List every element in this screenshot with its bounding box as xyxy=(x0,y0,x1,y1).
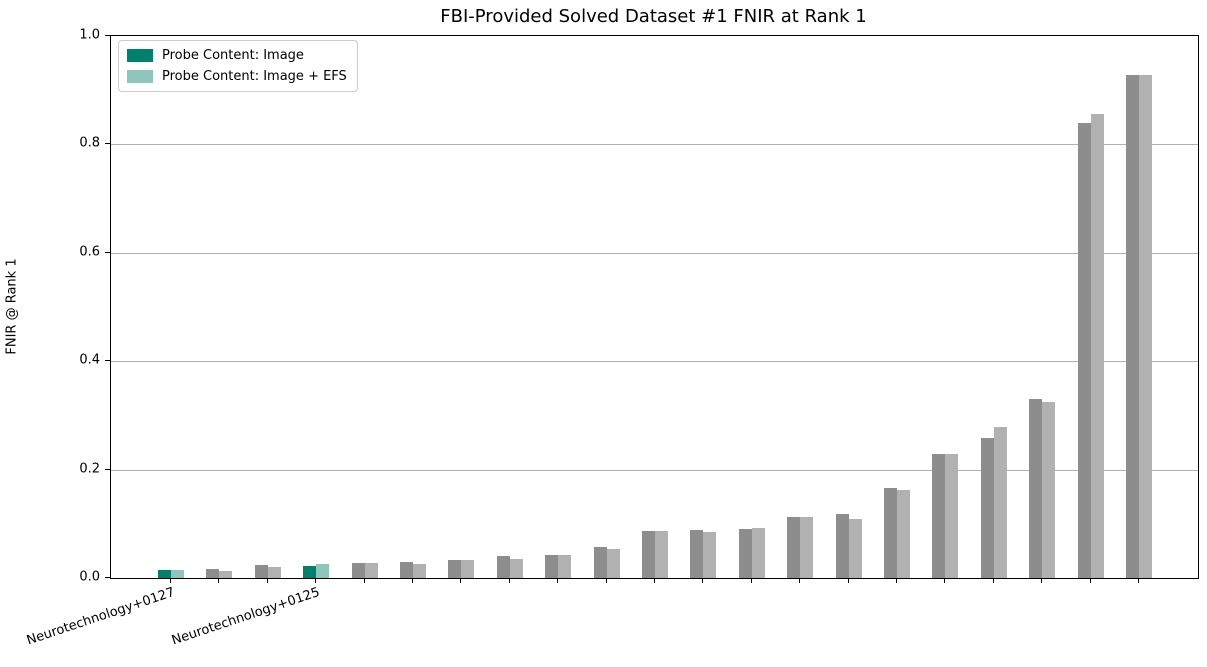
y-tick-label: 0.6 xyxy=(79,244,100,260)
bar-probe-image xyxy=(158,569,171,578)
bar-probe-image xyxy=(932,453,946,578)
y-tick-label: 0.2 xyxy=(79,461,100,477)
x-tick-mark xyxy=(315,578,317,583)
x-tick-mark xyxy=(944,578,946,583)
x-tick-mark xyxy=(557,578,559,583)
bar-probe-image-efs xyxy=(461,560,475,578)
bar-probe-image xyxy=(593,546,607,578)
bar-probe-image-efs xyxy=(413,563,426,578)
x-tick-mark xyxy=(896,578,897,583)
x-tick-mark xyxy=(266,578,268,583)
bar-probe-image-efs xyxy=(655,531,668,578)
bar-probe-image xyxy=(980,437,994,578)
bar-probe-image xyxy=(1126,75,1139,578)
x-tick-mark xyxy=(412,578,413,583)
bar-probe-image xyxy=(351,562,365,578)
gridline xyxy=(111,361,1198,363)
x-tick-mark xyxy=(508,578,510,583)
x-tick-mark xyxy=(654,578,655,583)
y-tick-mark xyxy=(105,577,110,578)
bar-probe-image xyxy=(400,562,413,578)
bar-probe-image xyxy=(545,555,559,578)
bar-probe-image-efs xyxy=(751,527,765,578)
gridline xyxy=(111,469,1198,471)
bar-probe-image-efs xyxy=(509,559,523,578)
bar-probe-image-efs xyxy=(703,531,717,578)
x-tick-mark xyxy=(1089,578,1091,583)
bar-probe-image xyxy=(1029,399,1043,578)
legend-item-probe-image-efs: Probe Content: Image + EFS xyxy=(127,69,347,84)
x-tick-mark xyxy=(702,578,704,583)
y-tick-mark xyxy=(105,143,110,145)
bar-probe-image-efs xyxy=(364,562,378,578)
x-tick-mark xyxy=(750,578,752,583)
bar-probe-image-efs xyxy=(993,426,1007,578)
bar-probe-image-efs xyxy=(267,566,281,578)
bar-probe-image xyxy=(1077,123,1091,578)
legend-swatch-probe-image xyxy=(127,49,153,62)
y-tick-label: 0.4 xyxy=(79,352,100,368)
bar-probe-image xyxy=(448,559,462,578)
gridline xyxy=(111,144,1198,146)
chart-title: FBI-Provided Solved Dataset #1 FNIR at R… xyxy=(440,6,867,27)
x-tick-mark xyxy=(460,578,462,583)
bar-probe-image-efs xyxy=(1090,114,1104,578)
bar-probe-image-efs xyxy=(558,555,572,578)
y-tick-label: 0.0 xyxy=(79,569,100,585)
legend-label-probe-image-efs: Probe Content: Image + EFS xyxy=(162,69,347,84)
y-axis-label: FNIR @ Rank 1 xyxy=(4,258,20,355)
bar-probe-image xyxy=(303,565,317,578)
plot-area xyxy=(110,35,1199,579)
bar-probe-image xyxy=(642,530,655,578)
y-tick-mark xyxy=(105,35,110,36)
gridline xyxy=(111,252,1198,254)
x-tick-mark xyxy=(992,578,994,583)
bar-probe-image xyxy=(787,516,801,578)
x-tick-mark xyxy=(1041,578,1043,583)
x-tick-mark xyxy=(218,578,220,583)
bar-probe-image xyxy=(254,565,268,578)
bar-probe-image xyxy=(884,487,897,578)
bar-probe-image-efs xyxy=(316,563,330,578)
y-tick-mark xyxy=(105,251,110,253)
x-tick-mark xyxy=(1138,578,1139,583)
bar-probe-image-efs xyxy=(1042,401,1056,578)
bar-probe-image-efs xyxy=(945,453,959,578)
bar-probe-image-efs xyxy=(171,569,184,578)
bar-probe-image xyxy=(496,556,510,578)
bar-probe-image-efs xyxy=(800,516,814,578)
legend: Probe Content: Image Probe Content: Imag… xyxy=(118,40,358,92)
legend-item-probe-image: Probe Content: Image xyxy=(127,48,347,63)
x-tick-mark xyxy=(799,578,801,583)
bar-probe-image xyxy=(690,529,704,578)
y-tick-mark xyxy=(105,468,110,470)
y-tick-mark xyxy=(105,360,110,362)
bar-probe-image xyxy=(206,569,220,578)
x-tick-mark xyxy=(847,578,849,583)
y-tick-label: 1.0 xyxy=(79,27,100,43)
bar-probe-image xyxy=(738,529,752,578)
legend-label-probe-image: Probe Content: Image xyxy=(162,48,304,63)
x-tick-mark xyxy=(170,578,171,583)
bar-probe-image-efs xyxy=(1139,75,1152,578)
legend-swatch-probe-image-efs xyxy=(127,70,153,83)
bar-probe-image-efs xyxy=(897,490,910,578)
bar-probe-image-efs xyxy=(848,518,862,578)
x-tick-mark xyxy=(605,578,607,583)
bar-probe-image-efs xyxy=(606,549,620,578)
bar-probe-image-efs xyxy=(219,570,233,578)
y-tick-label: 0.8 xyxy=(79,135,100,151)
bar-probe-image xyxy=(835,514,849,578)
x-tick-mark xyxy=(363,578,365,583)
